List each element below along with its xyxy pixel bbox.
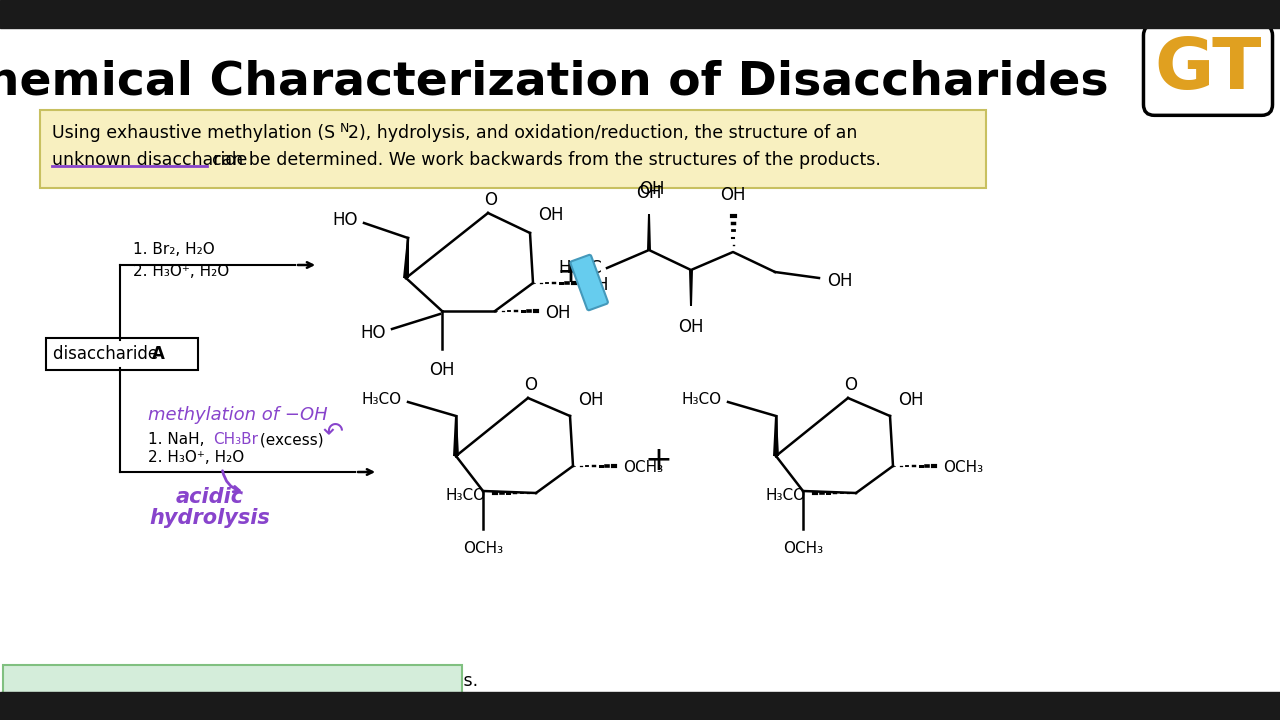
Text: disaccharide: disaccharide [52, 345, 164, 363]
Text: OCH₃: OCH₃ [783, 541, 823, 556]
Text: acidic: acidic [175, 487, 244, 507]
Text: methylation of −OH: methylation of −OH [148, 406, 328, 424]
Text: OH: OH [545, 304, 571, 322]
Text: hydrolysis: hydrolysis [150, 508, 270, 528]
Text: 2. H₃O⁺, H₂O: 2. H₃O⁺, H₂O [148, 451, 244, 466]
Polygon shape [773, 416, 780, 456]
Polygon shape [403, 238, 410, 278]
FancyBboxPatch shape [40, 110, 986, 188]
Text: ↶: ↶ [323, 420, 343, 444]
Text: HO: HO [361, 324, 387, 342]
Text: OH: OH [582, 276, 608, 294]
Text: OCH₃: OCH₃ [623, 461, 663, 475]
Text: +: + [556, 256, 584, 289]
Text: 2. H₃O⁺, H₂O: 2. H₃O⁺, H₂O [133, 264, 229, 279]
Text: CH₃Br: CH₃Br [212, 433, 259, 448]
FancyBboxPatch shape [3, 665, 462, 697]
Text: H₃CO: H₃CO [445, 487, 486, 503]
Text: OH: OH [899, 391, 923, 409]
Text: OH: OH [429, 361, 454, 379]
Text: OH: OH [639, 180, 664, 198]
Text: 1. NaH,: 1. NaH, [148, 433, 210, 448]
Text: O: O [525, 376, 538, 394]
Text: HO: HO [333, 211, 358, 229]
Text: Hydrolysis converts any acetals back to hemiacetals.: Hydrolysis converts any acetals back to … [14, 672, 479, 690]
Text: O: O [845, 376, 858, 394]
Polygon shape [646, 214, 652, 250]
Text: OH: OH [721, 186, 746, 204]
Text: 1. Br₂, H₂O: 1. Br₂, H₂O [133, 243, 215, 258]
Text: HO₂C: HO₂C [558, 259, 602, 277]
Text: unknown disaccharide: unknown disaccharide [52, 151, 247, 169]
Text: A: A [152, 345, 165, 363]
Text: OH: OH [827, 272, 852, 290]
Text: OH: OH [579, 391, 603, 409]
Text: +: + [644, 444, 672, 477]
Text: OCH₃: OCH₃ [463, 541, 503, 556]
Text: N: N [340, 122, 349, 135]
Text: H₃CO: H₃CO [362, 392, 402, 407]
Text: OCH₃: OCH₃ [943, 461, 983, 475]
Text: O: O [485, 191, 498, 209]
Polygon shape [453, 416, 460, 456]
Text: GT: GT [1155, 35, 1262, 104]
FancyBboxPatch shape [571, 255, 608, 310]
Bar [0, 0, 1280, 28]
Text: OH: OH [538, 206, 563, 224]
Text: OH: OH [636, 184, 662, 202]
Text: (excess): (excess) [255, 433, 324, 448]
Polygon shape [689, 270, 692, 306]
Text: OH: OH [678, 318, 704, 336]
FancyBboxPatch shape [46, 338, 198, 370]
Text: Using exhaustive methylation (S: Using exhaustive methylation (S [52, 124, 335, 142]
Text: 2), hydrolysis, and oxidation/reduction, the structure of an: 2), hydrolysis, and oxidation/reduction,… [348, 124, 858, 142]
Bar [0, 692, 1280, 720]
Text: Chemical Characterization of Disaccharides: Chemical Characterization of Disaccharid… [0, 60, 1108, 104]
Text: can be determined. We work backwards from the structures of the products.: can be determined. We work backwards fro… [212, 151, 881, 169]
Text: H₃CO: H₃CO [682, 392, 722, 407]
Text: H₃CO: H₃CO [765, 487, 806, 503]
